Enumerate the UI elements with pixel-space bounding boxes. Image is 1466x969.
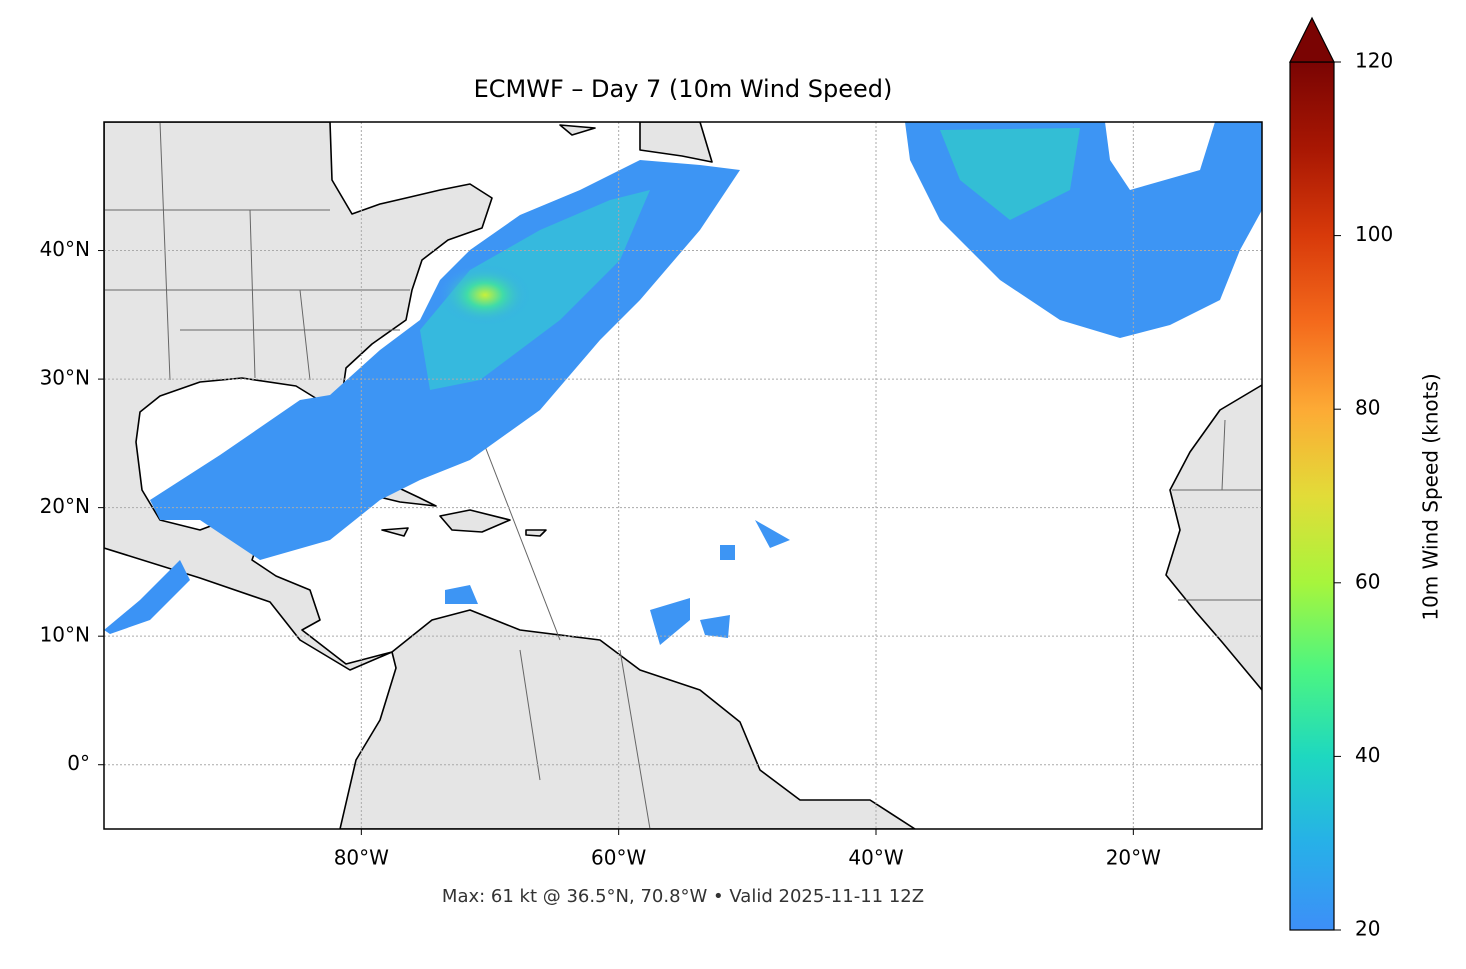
wind-swath [940,128,1080,220]
colorbar-tick-label: 20 [1355,917,1380,941]
colorbar-label: 10m Wind Speed (knots) [1419,373,1443,620]
north-america [104,122,493,671]
wind-max [440,265,530,325]
map [104,122,1262,829]
wind-swath [104,560,190,634]
grid [104,122,1262,829]
colorbar-tick-label: 100 [1355,222,1393,246]
x-tick-label: 80°W [334,846,389,870]
map-frame [103,121,1263,830]
y-tick-label: 40°N [40,237,90,261]
colorbar-tick-label: 60 [1355,569,1380,593]
x-tick-label: 20°W [1106,846,1161,870]
colorbar-tick-label: 80 [1355,396,1380,420]
y-tick-label: 20°N [40,494,90,518]
south-america [339,609,916,829]
chart-title: ECMWF – Day 7 (10m Wind Speed) [474,75,893,103]
colorbar-tick-label: 40 [1355,743,1380,767]
y-tick-label: 0° [67,751,90,775]
y-tick-label: 10°N [40,623,90,647]
y-tick-label: 30°N [40,366,90,390]
colorbar-extend [1289,16,1335,63]
x-tick-label: 40°W [848,846,903,870]
colorbar-tick-label: 120 [1355,49,1393,73]
canada-maritime [559,122,713,163]
chart-subtitle: Max: 61 kt @ 36.5°N, 70.8°W • Valid 2025… [442,886,924,907]
africa [1165,384,1262,691]
colorbar [1289,61,1335,931]
hispaniola [381,509,547,537]
x-tick-label: 60°W [591,846,646,870]
wind-swath [420,190,650,390]
